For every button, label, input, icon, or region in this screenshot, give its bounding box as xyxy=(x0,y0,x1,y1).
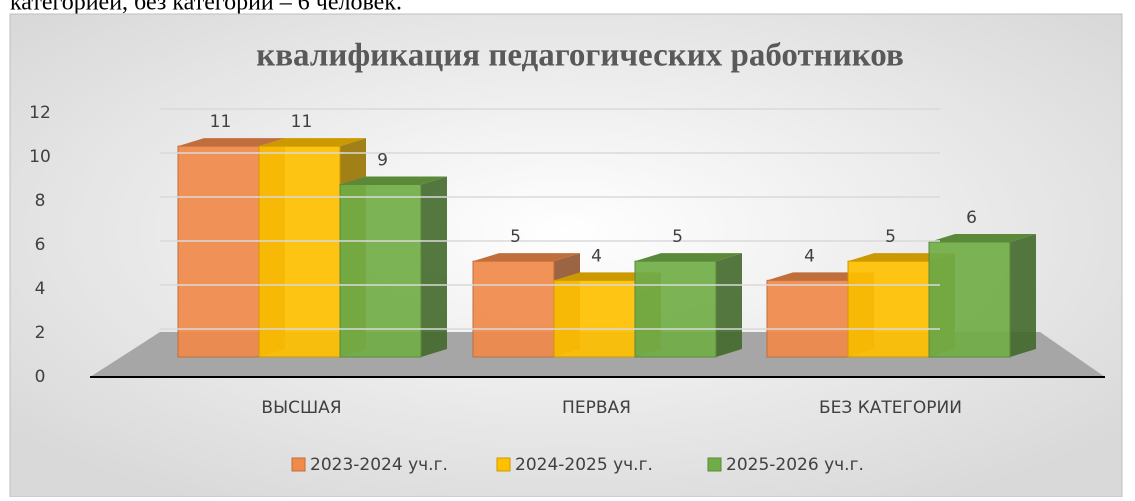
data-label: 4 xyxy=(591,246,602,266)
y-tick-label: 4 xyxy=(35,279,46,299)
bar-front xyxy=(553,279,636,358)
bar xyxy=(634,253,742,358)
legend-label: 2025-2026 уч.г. xyxy=(726,455,864,475)
bar-front xyxy=(928,241,1011,358)
bar-top xyxy=(929,234,1036,242)
data-label: 11 xyxy=(210,112,232,132)
data-label: 4 xyxy=(804,246,815,266)
bar-top xyxy=(767,272,874,281)
bar-top xyxy=(340,176,447,185)
bar-side xyxy=(716,253,742,357)
x-tick-label: БЕЗ КАТЕГОРИИ xyxy=(819,398,962,418)
x-tick-label: ПЕРВАЯ xyxy=(562,398,631,418)
y-tick-label: 6 xyxy=(35,235,46,255)
legend-label: 2024-2025 уч.г. xyxy=(515,455,653,475)
bar-top xyxy=(554,272,661,281)
bar-side xyxy=(421,176,447,357)
x-tick-label: ВЫСШАЯ xyxy=(261,398,341,418)
caption-fragment: категорией, без категории – 6 человек. xyxy=(10,0,402,16)
bar xyxy=(928,234,1036,358)
data-label: 11 xyxy=(291,112,313,132)
bar-top xyxy=(473,253,580,262)
bar-front xyxy=(339,184,422,358)
data-label: 5 xyxy=(885,227,896,247)
legend-label: 2023-2024 уч.г. xyxy=(310,455,448,475)
legend-swatch xyxy=(291,457,306,472)
bar-front xyxy=(472,260,555,358)
y-tick-label: 10 xyxy=(29,147,51,167)
y-tick-label: 2 xyxy=(35,323,46,343)
plot xyxy=(177,138,1036,358)
bar-top xyxy=(635,253,742,262)
bar xyxy=(339,176,447,358)
bar-front xyxy=(258,145,341,358)
bar-top xyxy=(259,138,366,147)
legend-swatch xyxy=(707,457,722,472)
bar-top xyxy=(848,253,955,262)
data-label: 9 xyxy=(377,151,388,171)
data-label: 6 xyxy=(966,208,977,228)
bar-top xyxy=(178,138,285,147)
bar-front xyxy=(847,260,930,358)
bar-front xyxy=(177,145,260,358)
y-tick-label: 12 xyxy=(29,103,51,123)
y-tick-label: 8 xyxy=(35,191,46,211)
bar-front xyxy=(634,260,717,358)
data-label: 5 xyxy=(510,227,521,247)
y-tick-label: 0 xyxy=(35,367,46,387)
bar-front xyxy=(766,279,849,358)
data-label: 5 xyxy=(672,227,683,247)
chart-title: квалификация педагогических работников xyxy=(256,38,904,74)
bar-side xyxy=(1010,234,1036,357)
legend-swatch xyxy=(496,457,511,472)
